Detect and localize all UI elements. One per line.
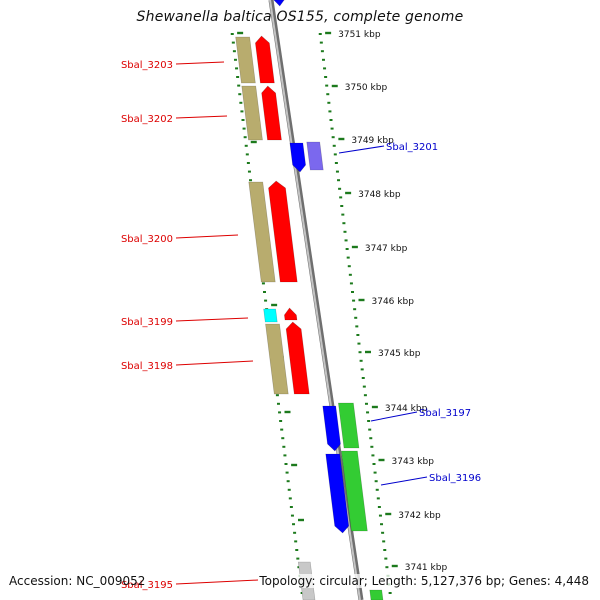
gene-leader-line xyxy=(175,115,228,119)
cds-arrow xyxy=(268,180,298,283)
scale-label: 3746 kbp xyxy=(372,297,415,307)
cds-arrow xyxy=(325,453,350,534)
cds-arrow xyxy=(272,0,286,7)
gene-leader-line xyxy=(175,234,239,239)
scale-label: 3750 kbp xyxy=(345,83,388,93)
scale-label: 3749 kbp xyxy=(351,136,394,146)
scale-label: 3751 kbp xyxy=(338,30,381,40)
gene-leader-line xyxy=(370,411,418,422)
gene-leader-line xyxy=(175,579,259,585)
gene-label[interactable]: Sbal_3196 xyxy=(429,473,481,484)
gene-leader-line xyxy=(175,317,249,322)
gene-leader-line xyxy=(380,476,428,486)
feature-layer xyxy=(235,0,384,600)
scale-label-layer: 3751 kbp 3750 kbp 3749 kbp 3748 kbp 3747 kbp… xyxy=(338,30,447,573)
cds-arrow xyxy=(285,321,310,395)
gene-label-layer: Sbal_3203 Sbal_3202 Sbal_3200 Sbal_3199 Sbal… xyxy=(121,60,481,591)
gene-label[interactable]: Sbal_3200 xyxy=(121,234,173,245)
gene-label[interactable]: Sbal_3199 xyxy=(121,317,173,328)
gene-block xyxy=(306,141,324,171)
gene-block xyxy=(263,308,278,323)
gene-leader-line xyxy=(338,145,385,154)
genome-summary-text: Topology: circular; Length: 5,127,376 bp… xyxy=(259,574,589,588)
gene-label[interactable]: Sbal_3203 xyxy=(121,60,173,71)
gene-block xyxy=(248,181,276,283)
cds-arrow xyxy=(289,142,306,173)
gene-block xyxy=(341,450,368,532)
scale-label: 3744 kbp xyxy=(385,404,428,414)
gene-label[interactable]: Sbal_3201 xyxy=(386,142,438,153)
map-title: Shewanella baltica OS155, complete genom… xyxy=(136,9,464,25)
gene-block xyxy=(369,589,384,600)
gene-label[interactable]: Sbal_3197 xyxy=(419,408,471,419)
scale-label: 3742 kbp xyxy=(398,511,441,521)
scale-label: 3745 kbp xyxy=(378,349,421,359)
gene-label[interactable]: Sbal_3198 xyxy=(121,361,173,372)
gene-block xyxy=(235,36,256,84)
cds-arrow xyxy=(255,35,275,84)
genome-summary: Topology: circular; Length: 5,127,376 bp… xyxy=(259,574,589,588)
gene-block xyxy=(241,85,263,141)
gene-block xyxy=(338,402,360,449)
cds-arrow xyxy=(284,307,298,321)
gene-block xyxy=(265,323,289,395)
scale-label: 3741 kbp xyxy=(405,563,448,573)
gene-label[interactable]: Sbal_3195 xyxy=(121,580,173,591)
cds-arrow xyxy=(261,85,282,141)
gene-leader-line xyxy=(175,61,225,65)
cds-arrow xyxy=(322,405,341,452)
accession-label: Accession: NC_009052 xyxy=(9,574,146,588)
scale-label: 3743 kbp xyxy=(392,457,435,467)
gene-leader-line xyxy=(175,360,254,366)
scale-label: 3748 kbp xyxy=(358,190,401,200)
gene-label[interactable]: Sbal_3202 xyxy=(121,114,173,125)
scale-label: 3747 kbp xyxy=(365,244,408,254)
